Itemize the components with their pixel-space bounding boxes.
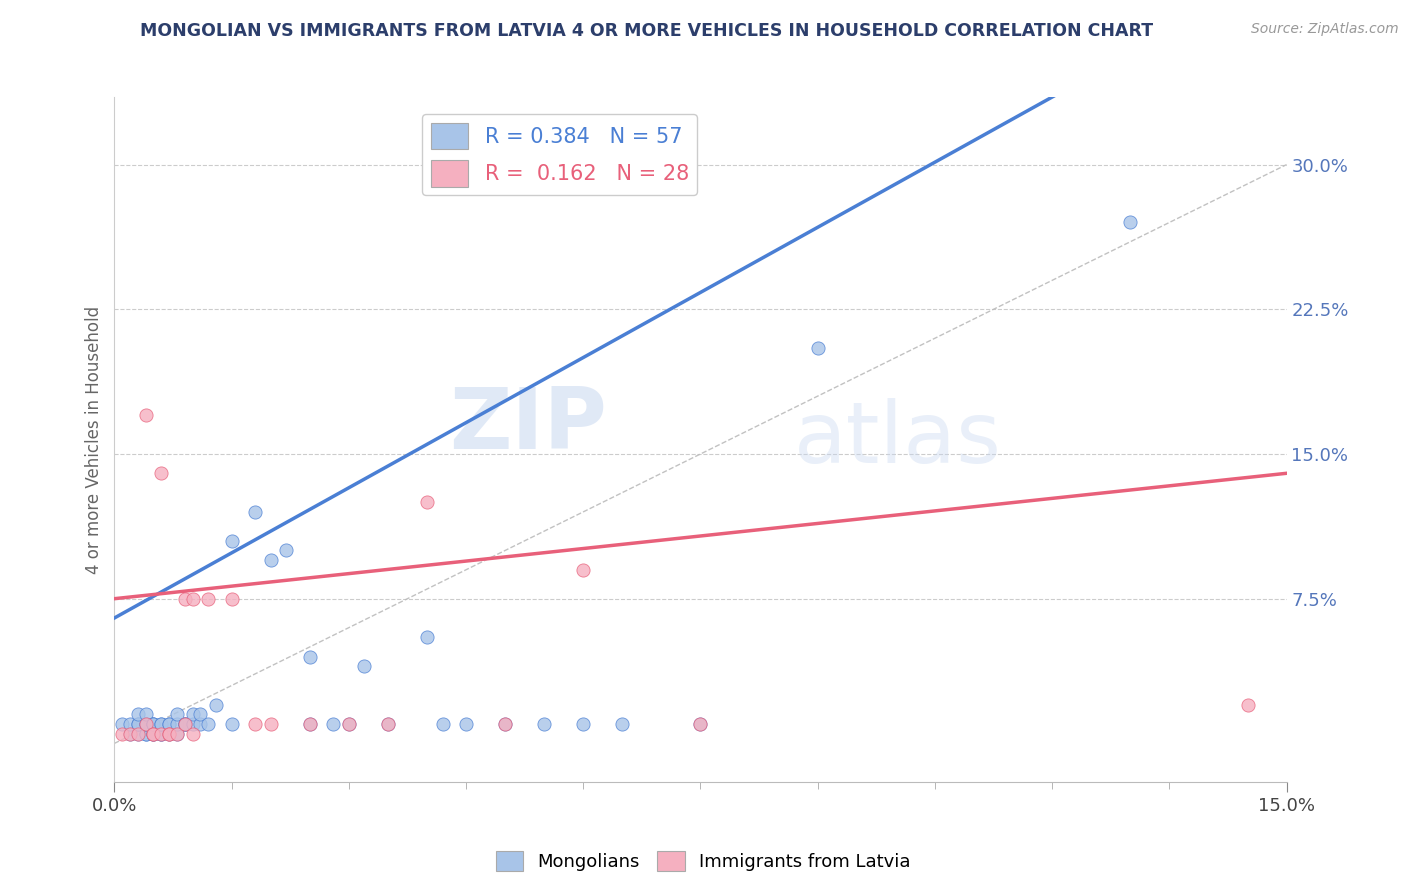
Point	[190, 707, 212, 722]
Point	[142, 727, 165, 741]
Point	[337, 717, 360, 731]
Point	[127, 727, 149, 741]
Point	[111, 727, 134, 741]
Point	[135, 717, 157, 731]
Text: ZIP: ZIP	[449, 384, 607, 467]
Point	[157, 717, 180, 731]
Point	[1119, 215, 1142, 229]
Legend: Mongolians, Immigrants from Latvia: Mongolians, Immigrants from Latvia	[488, 844, 918, 879]
Point	[142, 727, 165, 741]
Point	[173, 717, 195, 731]
Point	[142, 727, 165, 741]
Point	[142, 717, 165, 731]
Point	[689, 717, 711, 731]
Point	[127, 717, 149, 731]
Point	[243, 505, 266, 519]
Point	[298, 717, 321, 731]
Point	[135, 727, 157, 741]
Point	[142, 717, 165, 731]
Point	[689, 717, 711, 731]
Point	[197, 717, 219, 731]
Point	[807, 341, 830, 355]
Point	[135, 409, 157, 423]
Point	[157, 727, 180, 741]
Point	[260, 553, 283, 567]
Point	[142, 727, 165, 741]
Point	[377, 717, 399, 731]
Point	[416, 630, 439, 644]
Point	[322, 717, 344, 731]
Point	[173, 717, 195, 731]
Point	[221, 533, 243, 548]
Point	[197, 591, 219, 606]
Point	[135, 707, 157, 722]
Point	[166, 707, 188, 722]
Point	[166, 727, 188, 741]
Point	[150, 727, 173, 741]
Point	[221, 591, 243, 606]
Point	[572, 563, 595, 577]
Point	[494, 717, 516, 731]
Point	[298, 649, 321, 664]
Point	[612, 717, 634, 731]
Point	[190, 717, 212, 731]
Point	[150, 467, 173, 481]
Point	[166, 717, 188, 731]
Point	[142, 717, 165, 731]
Point	[181, 591, 204, 606]
Text: MONGOLIAN VS IMMIGRANTS FROM LATVIA 4 OR MORE VEHICLES IN HOUSEHOLD CORRELATION : MONGOLIAN VS IMMIGRANTS FROM LATVIA 4 OR…	[141, 22, 1153, 40]
Point	[150, 717, 173, 731]
Point	[157, 717, 180, 731]
Point	[118, 727, 141, 741]
Text: atlas: atlas	[794, 398, 1002, 481]
Point	[127, 727, 149, 741]
Text: Source: ZipAtlas.com: Source: ZipAtlas.com	[1251, 22, 1399, 37]
Point	[127, 707, 149, 722]
Point	[353, 659, 375, 673]
Point	[572, 717, 595, 731]
Point	[135, 727, 157, 741]
Point	[157, 727, 180, 741]
Y-axis label: 4 or more Vehicles in Household: 4 or more Vehicles in Household	[86, 305, 103, 574]
Point	[157, 727, 180, 741]
Point	[533, 717, 555, 731]
Point	[150, 727, 173, 741]
Point	[205, 698, 228, 712]
Point	[377, 717, 399, 731]
Point	[260, 717, 283, 731]
Point	[118, 717, 141, 731]
Point	[1236, 698, 1258, 712]
Point	[135, 717, 157, 731]
Point	[494, 717, 516, 731]
Point	[150, 717, 173, 731]
Point	[221, 717, 243, 731]
Point	[454, 717, 477, 731]
Point	[173, 591, 195, 606]
Point	[337, 717, 360, 731]
Point	[173, 717, 195, 731]
Point	[181, 707, 204, 722]
Point	[181, 717, 204, 731]
Point	[298, 717, 321, 731]
Point	[135, 717, 157, 731]
Legend: R = 0.384   N = 57, R =  0.162   N = 28: R = 0.384 N = 57, R = 0.162 N = 28	[422, 114, 697, 195]
Point	[111, 717, 134, 731]
Point	[276, 543, 298, 558]
Point	[127, 717, 149, 731]
Point	[416, 495, 439, 509]
Point	[432, 717, 454, 731]
Point	[243, 717, 266, 731]
Point	[181, 727, 204, 741]
Point	[150, 727, 173, 741]
Point	[166, 727, 188, 741]
Point	[173, 717, 195, 731]
Point	[118, 727, 141, 741]
